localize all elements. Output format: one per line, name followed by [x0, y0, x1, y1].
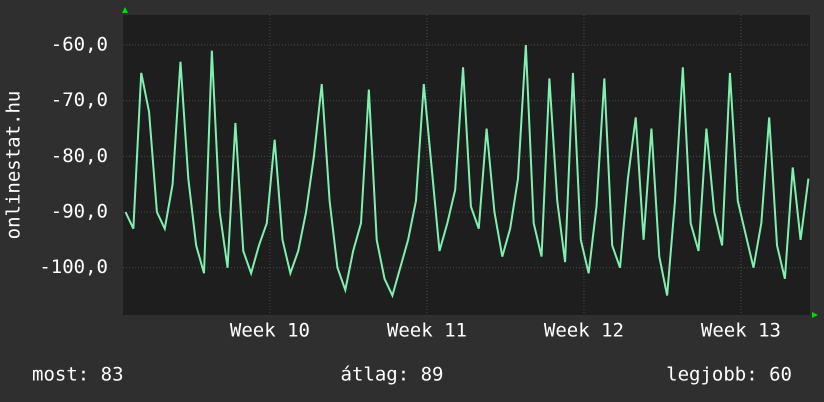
- axis-arrow: [122, 7, 128, 13]
- x-tick-label: Week 13: [701, 320, 781, 342]
- y-tick-label: -100,0: [39, 256, 108, 278]
- axis-arrow: [812, 312, 818, 318]
- footer-stat: most: 83: [32, 364, 124, 386]
- footer-stat: legjobb: 60: [666, 364, 792, 386]
- footer-stat: átlag: 89: [341, 364, 444, 386]
- x-tick-label: Week 10: [230, 320, 310, 342]
- x-tick-label: Week 11: [387, 320, 467, 342]
- y-axis-title: onlinestat.hu: [3, 91, 25, 240]
- x-tick-label: Week 12: [544, 320, 624, 342]
- y-tick-label: -80,0: [51, 145, 108, 167]
- data-line: [124, 44, 810, 299]
- y-tick-label: -60,0: [51, 34, 108, 56]
- y-tick-label: -90,0: [51, 201, 108, 223]
- plot-area: [123, 15, 810, 315]
- y-tick-label: -70,0: [51, 89, 108, 111]
